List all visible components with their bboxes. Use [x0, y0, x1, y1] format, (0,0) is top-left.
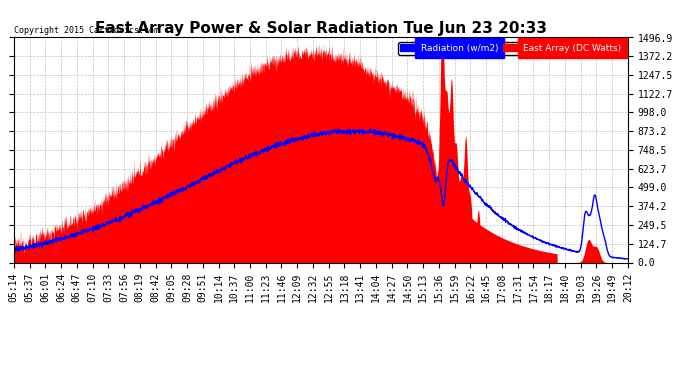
Legend: Radiation (w/m2), East Array (DC Watts): Radiation (w/m2), East Array (DC Watts) [398, 42, 623, 55]
Title: East Array Power & Solar Radiation Tue Jun 23 20:33: East Array Power & Solar Radiation Tue J… [95, 21, 547, 36]
Text: Copyright 2015 Cartronics.com: Copyright 2015 Cartronics.com [14, 26, 159, 35]
